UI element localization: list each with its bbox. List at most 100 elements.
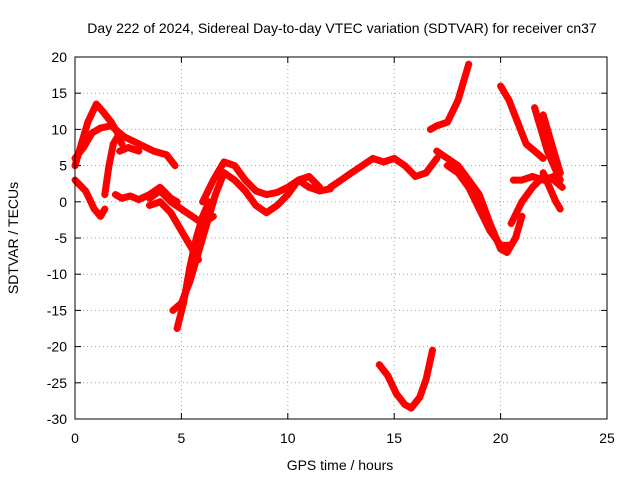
data-point (273, 188, 281, 196)
data-point (443, 162, 451, 170)
data-point (454, 96, 462, 104)
data-point (443, 154, 451, 162)
data-point (231, 162, 239, 170)
x-tick-label: 25 (599, 430, 615, 446)
data-point (454, 162, 462, 170)
data-point (135, 196, 143, 204)
data-point (475, 191, 483, 199)
data-point (358, 162, 366, 170)
series-track-6 (116, 144, 143, 155)
y-axis-title: SDTVAR / TECUs (5, 182, 21, 294)
series-track-9 (173, 198, 213, 332)
y-tick-label: 15 (51, 85, 67, 101)
y-tick-label: -10 (47, 266, 67, 282)
data-point (337, 176, 345, 184)
data-point (220, 169, 228, 177)
y-tick-labels: -30 -25 -20 -15 -10 -5 0 5 10 15 20 (47, 49, 67, 427)
data-point (199, 220, 207, 228)
data-point (556, 205, 564, 213)
data-point (316, 183, 324, 191)
data-point (535, 118, 543, 126)
data-point (294, 176, 302, 184)
data-point (552, 154, 560, 162)
data-point (145, 194, 153, 202)
data-point (177, 205, 185, 213)
data-point (558, 183, 566, 191)
data-point (518, 212, 526, 220)
data-point (169, 306, 177, 314)
data-point (118, 194, 126, 202)
data-point (97, 212, 105, 220)
data-point (109, 140, 117, 148)
data-point (497, 241, 505, 249)
data-point (511, 234, 519, 242)
data-point (171, 162, 179, 170)
data-point (539, 154, 547, 162)
series-track-22 (539, 169, 564, 213)
data-point (111, 191, 119, 199)
data-point (531, 147, 539, 155)
data-point (443, 118, 451, 126)
data-point (231, 176, 239, 184)
data-point (263, 209, 271, 217)
x-axis-title: GPS time / hours (287, 457, 394, 473)
data-point (514, 118, 522, 126)
data-point (88, 129, 96, 137)
y-tick-label: 0 (59, 194, 67, 210)
data-point (186, 263, 194, 271)
data-point (465, 183, 473, 191)
data-point (177, 227, 185, 235)
data-point (205, 198, 213, 206)
series-line (531, 104, 564, 184)
data-point (422, 375, 430, 383)
data-point (529, 183, 537, 191)
series-line (375, 346, 436, 412)
data-point (252, 201, 260, 209)
x-tick-label: 10 (280, 430, 296, 446)
data-point (539, 133, 547, 141)
data-point (543, 147, 551, 155)
data-point (375, 361, 383, 369)
data-point (211, 191, 219, 199)
data-point (118, 140, 126, 148)
series-line (71, 122, 179, 170)
series-track-13 (326, 154, 441, 191)
data-point (380, 158, 388, 166)
data-point (546, 183, 554, 191)
data-point (503, 248, 511, 256)
data-point (556, 169, 564, 177)
data-point (539, 169, 547, 177)
data-point (552, 198, 560, 206)
data-point (163, 151, 171, 159)
data-point (156, 198, 164, 206)
data-point (486, 227, 494, 235)
data-point (407, 404, 415, 412)
y-tick-label: 10 (51, 121, 67, 137)
data-point (429, 346, 437, 354)
y-tick-label: -5 (55, 230, 68, 246)
data-point (550, 172, 558, 180)
data-point (126, 192, 134, 200)
y-tick-label: 20 (51, 49, 67, 65)
data-point (546, 133, 554, 141)
x-tick-label: 20 (493, 430, 509, 446)
series-track-4 (101, 133, 122, 199)
data-point (220, 158, 228, 166)
y-tick-label: 5 (59, 158, 67, 174)
data-point (518, 198, 526, 206)
data-point (101, 205, 109, 213)
series-track-23 (375, 346, 437, 412)
data-point (433, 147, 441, 155)
data-point (326, 183, 334, 191)
data-point (401, 401, 409, 409)
data-point (101, 191, 109, 199)
data-point (426, 125, 434, 133)
series-line (539, 111, 564, 177)
y-tick-label: -15 (47, 302, 67, 318)
data-point (105, 162, 113, 170)
data-point (124, 144, 132, 151)
series-track-17 (497, 82, 547, 162)
series-layer (71, 60, 566, 412)
series-line (497, 82, 547, 162)
